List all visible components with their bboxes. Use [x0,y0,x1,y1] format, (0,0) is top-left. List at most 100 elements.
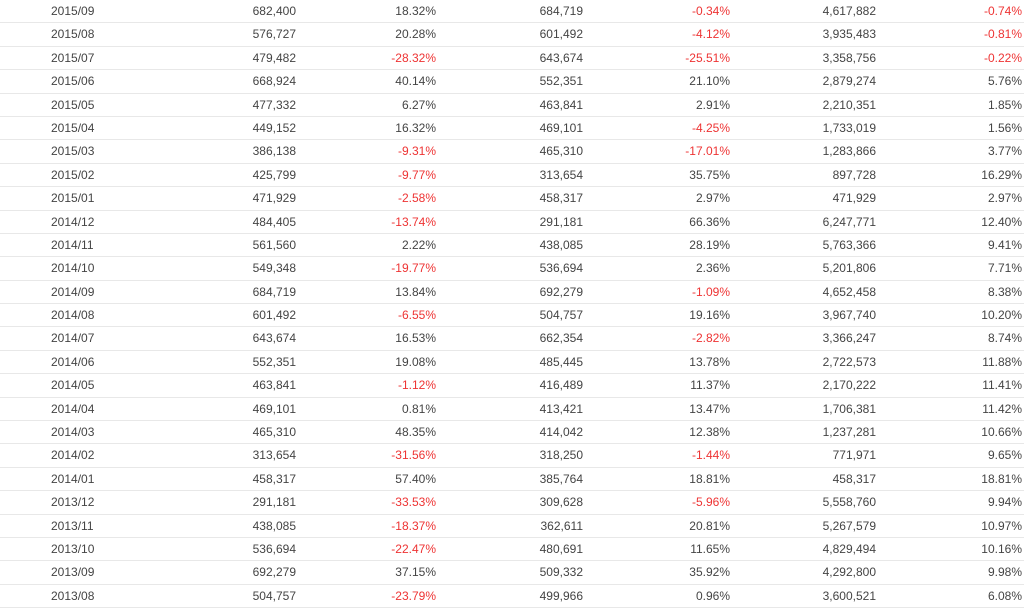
period-cell: 2014/04 [51,401,95,416]
change-c-cell: 2.97% [987,191,1022,206]
value-a-cell: 504,757 [252,588,296,603]
period-cell: 2013/10 [51,541,95,556]
value-c-cell: 4,829,494 [822,541,876,556]
value-a-cell: 465,310 [252,425,296,440]
table-row: 2015/09 682,400 18.32% 684,719 -0.34% 4,617,8… [0,0,1024,24]
change-c-cell: 10.16% [981,541,1022,556]
value-c-cell: 2,170,222 [822,378,876,393]
period-cell: 2015/02 [51,167,95,182]
change-c-cell: 1.85% [987,97,1022,112]
table-row: 2015/08 576,727 20.28% 601,492 -4.12% 3,935,4… [0,23,1024,47]
change-a-cell: 16.53% [395,331,436,346]
value-c-cell: 4,652,458 [822,284,876,299]
period-cell: 2014/11 [51,237,94,252]
value-a-cell: 576,727 [252,27,296,42]
change-a-cell: -31.56% [391,448,436,463]
change-c-cell: 10.66% [981,425,1022,440]
value-c-cell: 1,733,019 [822,120,876,135]
change-a-cell: 18.32% [395,4,436,18]
value-a-cell: 692,279 [252,565,296,580]
value-a-cell: 536,694 [252,541,296,556]
change-b-cell: 2.97% [695,191,730,206]
value-c-cell: 3,366,247 [822,331,876,346]
change-a-cell: 6.27% [401,97,436,112]
period-cell: 2014/08 [51,308,95,323]
period-cell: 2013/09 [51,565,95,580]
change-c-cell: 8.38% [987,284,1022,299]
value-a-cell: 552,351 [252,354,296,369]
period-cell: 2014/12 [51,214,95,229]
change-b-cell: -4.12% [691,27,730,42]
change-a-cell: -22.47% [391,541,436,556]
value-a-cell: 469,101 [252,401,296,416]
value-a-cell: 484,405 [252,214,296,229]
change-a-cell: -18.37% [391,518,436,533]
period-cell: 2015/04 [51,120,95,135]
change-b-cell: 18.81% [689,471,730,486]
value-b-cell: 662,354 [539,331,583,346]
table-row: 2015/02 425,799 -9.77% 313,654 35.75% 897,728… [0,164,1024,188]
change-b-cell: -25.51% [685,50,730,65]
change-c-cell: -0.74% [983,4,1022,18]
value-c-cell: 2,722,573 [822,354,876,369]
change-c-cell: -0.81% [983,27,1022,42]
period-cell: 2015/01 [51,191,95,206]
value-c-cell: 6,247,771 [822,214,876,229]
change-c-cell: 16.29% [981,167,1022,182]
table-row: 2014/07 643,674 16.53% 662,354 -2.82% 3,366,2… [0,327,1024,351]
change-c-cell: 11.88% [982,354,1022,369]
change-c-cell: 10.20% [981,308,1022,323]
value-b-cell: 465,310 [539,144,583,159]
change-c-cell: 9.98% [987,565,1022,580]
change-a-cell: 37.15% [395,565,436,580]
table-row: 2014/02 313,654 -31.56% 318,250 -1.44% 771,97… [0,444,1024,468]
change-a-cell: 16.32% [395,120,436,135]
change-c-cell: 7.71% [987,261,1022,276]
change-b-cell: -2.82% [691,331,730,346]
value-a-cell: 682,400 [252,4,296,18]
value-a-cell: 471,929 [252,191,296,206]
change-b-cell: -4.25% [691,120,730,135]
value-c-cell: 1,237,281 [822,425,876,440]
period-cell: 2014/06 [51,354,95,369]
change-a-cell: -2.58% [397,191,436,206]
period-cell: 2013/08 [51,588,95,603]
change-a-cell: 20.28% [395,27,436,42]
period-cell: 2014/01 [51,471,95,486]
value-a-cell: 313,654 [252,448,296,463]
change-b-cell: 66.36% [689,214,730,229]
value-a-cell: 291,181 [252,495,296,510]
change-b-cell: 20.81% [689,518,730,533]
change-b-cell: 35.75% [689,167,730,182]
change-a-cell: -28.32% [391,50,436,65]
value-b-cell: 309,628 [539,495,583,510]
value-a-cell: 458,317 [252,471,296,486]
table-row: 2014/08 601,492 -6.55% 504,757 19.16% 3,967,7… [0,304,1024,328]
change-b-cell: 19.16% [689,308,730,323]
value-c-cell: 458,317 [832,471,876,486]
change-a-cell: 40.14% [395,74,436,89]
change-a-cell: 2.22% [401,237,436,252]
change-a-cell: 57.40% [395,471,436,486]
change-b-cell: 0.96% [695,588,730,603]
change-b-cell: 2.91% [695,97,730,112]
value-c-cell: 3,967,740 [822,308,876,323]
change-c-cell: 11.41% [982,378,1022,393]
value-b-cell: 504,757 [539,308,583,323]
value-c-cell: 5,201,806 [822,261,876,276]
change-b-cell: -17.01% [685,144,730,159]
change-c-cell: 9.65% [987,448,1022,463]
value-c-cell: 897,728 [832,167,876,182]
period-cell: 2015/08 [51,27,95,42]
change-c-cell: 10.97% [981,518,1022,533]
value-b-cell: 601,492 [539,27,583,42]
change-b-cell: 21.10% [689,74,730,89]
value-c-cell: 471,929 [832,191,876,206]
value-a-cell: 549,348 [252,261,296,276]
table-row: 2014/09 684,719 13.84% 692,279 -1.09% 4,652,4… [0,281,1024,305]
change-c-cell: 9.94% [987,495,1022,510]
value-b-cell: 643,674 [539,50,583,65]
change-a-cell: 19.08% [395,354,436,369]
table-row: 2015/01 471,929 -2.58% 458,317 2.97% 471,929 2… [0,187,1024,211]
